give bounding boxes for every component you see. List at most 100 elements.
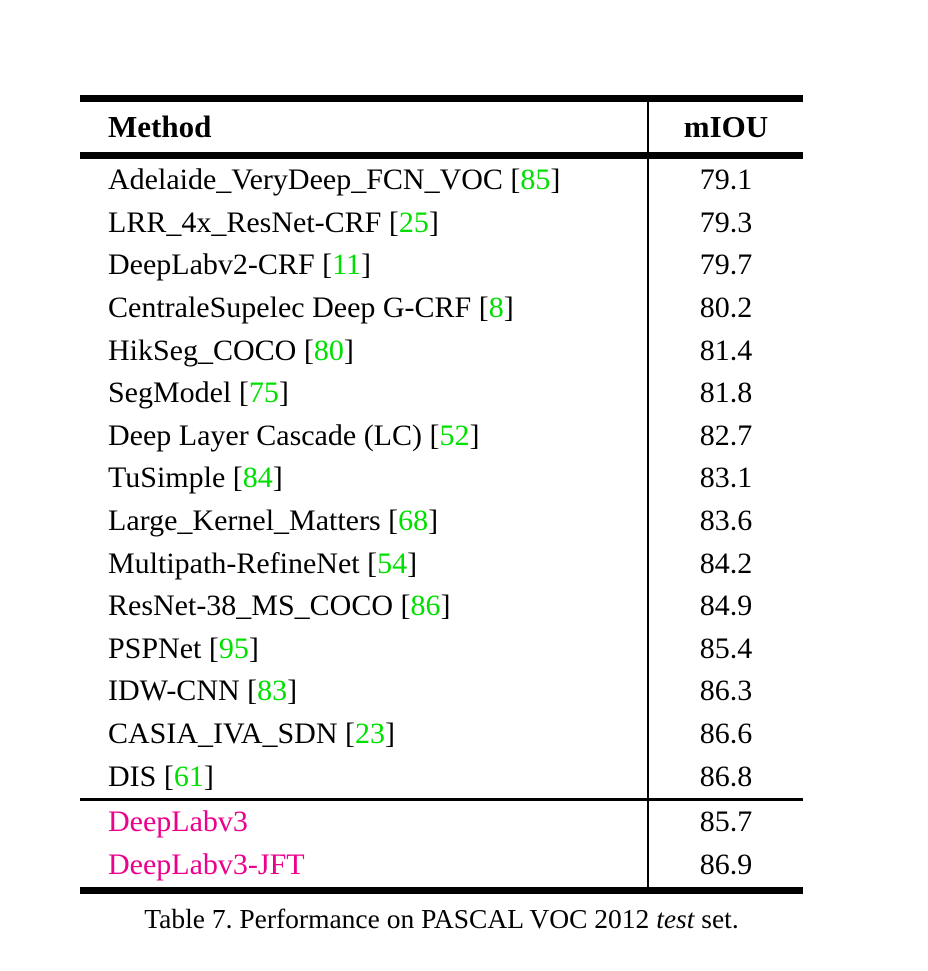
- method-name: ResNet-38_MS_COCO: [108, 589, 394, 623]
- method-cell: TuSimple [84]: [80, 461, 647, 495]
- citation-link[interactable]: [68]: [388, 504, 438, 537]
- method-name: DeepLabv3-JFT: [108, 848, 305, 882]
- method-name: DeepLabv2-CRF: [108, 248, 315, 282]
- citation-bracket-close: ]: [343, 333, 354, 367]
- miou-value: 82.7: [647, 414, 803, 458]
- citation-bracket-open: [: [478, 291, 489, 325]
- citation-number: 80: [313, 333, 344, 367]
- method-name: DIS: [108, 759, 157, 793]
- citation-bracket-open: [: [388, 504, 399, 538]
- header-bottom-rule: [80, 152, 803, 159]
- table-row: CentraleSupelec Deep G-CRF [8] 80.2: [80, 286, 803, 330]
- citation-number: 75: [248, 376, 279, 410]
- citation-number: 61: [173, 759, 204, 793]
- miou-value: 86.8: [647, 755, 803, 798]
- citation-bracket-open: [: [238, 376, 249, 410]
- miou-value: 80.2: [647, 286, 803, 330]
- miou-value: 81.4: [647, 329, 803, 372]
- citation-link[interactable]: [61]: [164, 760, 214, 793]
- miou-value: 83.6: [647, 499, 803, 543]
- method-cell: ResNet-38_MS_COCO [86]: [80, 589, 647, 623]
- method-cell: DeepLabv2-CRF [11]: [80, 248, 647, 282]
- citation-bracket-open: [: [429, 418, 440, 452]
- citation-link[interactable]: [84]: [233, 461, 283, 494]
- miou-value: 84.2: [647, 542, 803, 585]
- method-name: IDW-CNN: [108, 674, 240, 708]
- table-row: LRR_4x_ResNet-CRF [25] 79.3: [80, 201, 803, 245]
- miou-value: 79.7: [647, 244, 803, 287]
- citation-number: 86: [410, 589, 441, 623]
- method-cell: CentraleSupelec Deep G-CRF [8]: [80, 291, 647, 325]
- method-name: DeepLabv3: [108, 805, 248, 839]
- method-name: PSPNet: [108, 631, 202, 665]
- miou-value: 79.3: [647, 201, 803, 245]
- citation-number: 8: [488, 291, 504, 325]
- citation-bracket-open: [: [344, 717, 355, 751]
- miou-value: 85.7: [647, 800, 803, 844]
- citation-bracket-close: ]: [503, 291, 514, 325]
- citation-bracket-close: ]: [440, 589, 451, 623]
- citation-link[interactable]: [75]: [239, 376, 289, 409]
- miou-value: 86.6: [647, 712, 803, 756]
- citation-bracket-close: ]: [550, 163, 561, 197]
- citation-bracket-open: [: [388, 205, 399, 239]
- table-row: DeepLabv2-CRF [11] 79.7: [80, 244, 803, 287]
- citation-number: 84: [242, 461, 273, 495]
- citation-bracket-open: [: [400, 589, 411, 623]
- highlighted-table-row: DeepLabv3 85.7: [80, 800, 803, 844]
- caption-suffix: set.: [694, 902, 739, 934]
- method-cell: PSPNet [95]: [80, 632, 647, 666]
- citation-link[interactable]: [25]: [389, 206, 439, 239]
- miou-value: 84.9: [647, 584, 803, 628]
- citation-link[interactable]: [54]: [367, 547, 417, 580]
- method-name: HikSeg_COCO: [108, 333, 297, 367]
- citation-number: 52: [439, 418, 470, 452]
- citation-link[interactable]: [95]: [209, 632, 259, 665]
- table-row: ResNet-38_MS_COCO [86] 84.9: [80, 584, 803, 628]
- table-row: CASIA_IVA_SDN [23] 86.6: [80, 712, 803, 756]
- citation-link[interactable]: [23]: [345, 717, 395, 750]
- citation-bracket-close: ]: [272, 461, 283, 495]
- citation-bracket-open: [: [232, 461, 243, 495]
- table-row: DIS [61] 86.8: [80, 755, 803, 798]
- citation-bracket-close: ]: [384, 717, 395, 751]
- table-header-row: Method mIOU: [80, 102, 803, 152]
- method-cell: DIS [61]: [80, 760, 647, 794]
- citation-link[interactable]: [8]: [479, 291, 514, 324]
- method-cell: SegModel [75]: [80, 376, 647, 410]
- citation-number: 85: [520, 163, 551, 197]
- table-bottom-rule: [80, 886, 803, 894]
- citation-number: 83: [257, 674, 288, 708]
- method-cell: HikSeg_COCO [80]: [80, 334, 647, 368]
- table-row: Large_Kernel_Matters [68] 83.6: [80, 499, 803, 543]
- method-name: TuSimple: [108, 461, 226, 495]
- citation-bracket-close: ]: [248, 631, 259, 665]
- miou-value: 79.1: [647, 159, 803, 202]
- citation-number: 54: [377, 546, 408, 580]
- citation-bracket-close: ]: [203, 759, 214, 793]
- citation-link[interactable]: [11]: [322, 248, 371, 281]
- method-cell: Multipath-RefineNet [54]: [80, 547, 647, 581]
- table-top-rule: [80, 95, 803, 102]
- miou-value: 86.3: [647, 670, 803, 713]
- citation-link[interactable]: [85]: [510, 163, 560, 196]
- method-name: SegModel: [108, 376, 232, 410]
- citation-link[interactable]: [80]: [304, 334, 354, 367]
- citation-link[interactable]: [86]: [401, 589, 451, 622]
- citation-bracket-close: ]: [407, 546, 418, 580]
- method-name: Deep Layer Cascade (LC): [108, 418, 423, 452]
- results-table: Method mIOU Adelaide_VeryDeep_FCN_VOC [8…: [80, 95, 803, 935]
- citation-bracket-open: [: [322, 248, 333, 282]
- method-name: Large_Kernel_Matters: [108, 504, 381, 538]
- method-cell: LRR_4x_ResNet-CRF [25]: [80, 206, 647, 240]
- citation-link[interactable]: [52]: [430, 419, 480, 452]
- table-row: SegModel [75] 81.8: [80, 371, 803, 415]
- table-caption: Table 7. Performance on PASCAL VOC 2012 …: [80, 903, 803, 935]
- citation-bracket-open: [: [303, 333, 314, 367]
- citation-number: 68: [398, 504, 429, 538]
- method-cell: IDW-CNN [83]: [80, 674, 647, 708]
- citation-link[interactable]: [83]: [247, 674, 297, 707]
- table-row: IDW-CNN [83] 86.3: [80, 670, 803, 713]
- highlighted-rows-section: DeepLabv3 85.7 DeepLabv3-JFT 86.9: [80, 800, 803, 887]
